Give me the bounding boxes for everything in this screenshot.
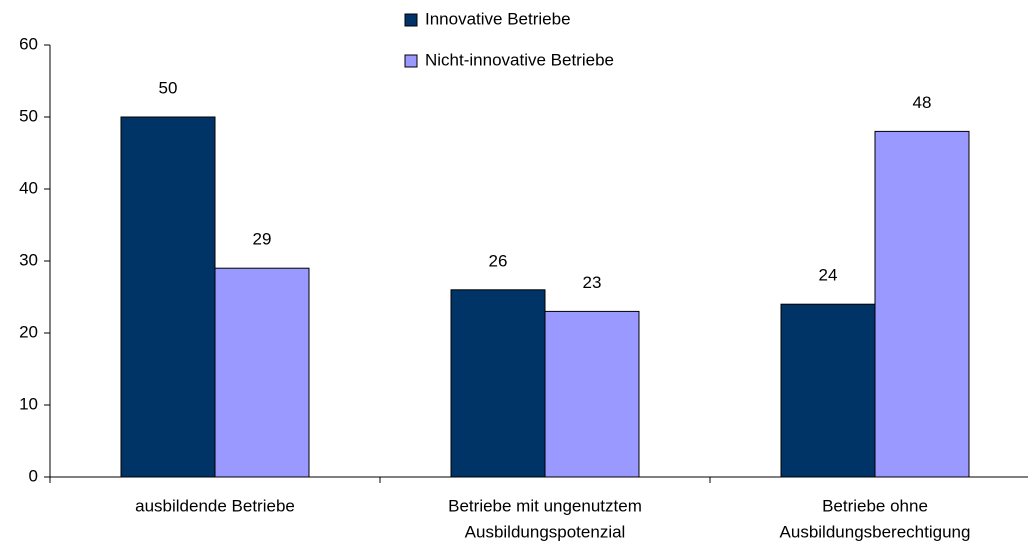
y-tick-label: 10 (19, 394, 38, 413)
x-tick-label: Ausbildungspotenzial (465, 522, 626, 541)
x-tick-label: Betriebe mit ungenutztem (448, 496, 642, 515)
value-label: 24 (819, 266, 838, 285)
y-tick-label: 30 (19, 250, 38, 269)
bar (214, 267, 310, 478)
bar (544, 310, 640, 478)
value-label: 29 (253, 230, 272, 249)
legend-label: Innovative Betriebe (425, 9, 571, 28)
x-tick-label: Ausbildungsberechtigung (780, 522, 971, 541)
legend-label: Nicht-innovative Betriebe (425, 50, 614, 69)
y-tick-label: 20 (19, 322, 38, 341)
legend-swatch (404, 54, 418, 68)
x-tick-label: ausbildende Betriebe (135, 496, 295, 515)
value-label: 26 (489, 251, 508, 270)
bar (874, 130, 970, 478)
y-tick-label: 40 (19, 178, 38, 197)
value-label: 23 (583, 273, 602, 292)
value-label: 48 (913, 93, 932, 112)
bar (450, 289, 546, 478)
y-tick-label: 50 (19, 106, 38, 125)
y-tick-label: 0 (29, 466, 38, 485)
bar (120, 116, 216, 478)
bar (780, 303, 876, 478)
legend-swatch (404, 13, 418, 27)
value-label: 50 (159, 78, 178, 97)
y-tick-label: 60 (19, 34, 38, 53)
x-tick-label: Betriebe ohne (822, 496, 928, 515)
